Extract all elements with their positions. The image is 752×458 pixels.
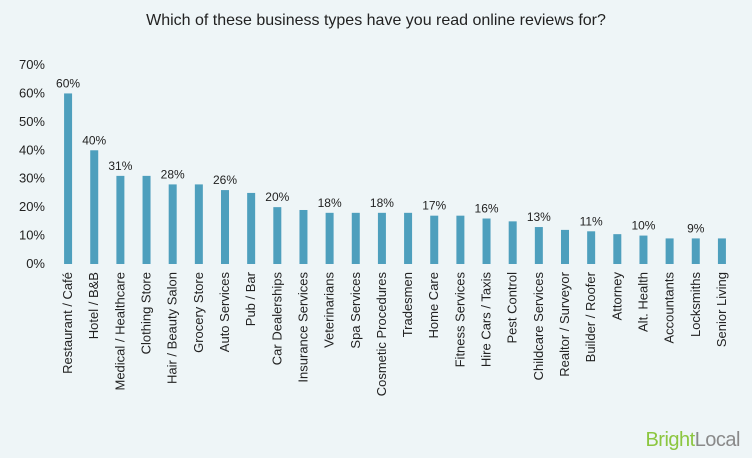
- bar: [534, 227, 543, 264]
- y-tick-label: 20%: [19, 199, 45, 214]
- x-category-label: Car Dealerships: [269, 272, 284, 366]
- x-category-label: Veterinarians: [322, 272, 337, 348]
- x-category-label: Pub / Bar: [243, 271, 258, 326]
- bar: [90, 150, 99, 264]
- bar: [430, 215, 439, 264]
- x-category-label: Insurance Services: [295, 272, 310, 383]
- data-label: 26%: [213, 173, 237, 187]
- bar: [273, 207, 282, 264]
- brightlocal-logo: BrightLocal: [645, 429, 740, 452]
- x-category-label: Clothing Store: [139, 272, 154, 354]
- y-tick-label: 10%: [19, 228, 45, 243]
- data-label: 18%: [370, 196, 394, 210]
- x-category-label: Senior Living: [714, 272, 729, 347]
- x-category-label: Cosmetic Procedures: [374, 272, 389, 397]
- data-label: 17%: [422, 199, 446, 213]
- x-category-label: Childcare Services: [531, 272, 546, 381]
- data-label: 16%: [475, 202, 499, 216]
- data-label: 10%: [631, 219, 655, 233]
- x-category-label: Grocery Store: [191, 272, 206, 353]
- x-category-label: Accountants: [662, 272, 677, 344]
- bar: [247, 192, 256, 264]
- x-category-label: Locksmiths: [688, 272, 703, 338]
- bar: [665, 238, 674, 264]
- bar: [221, 190, 229, 264]
- data-label: 28%: [161, 167, 185, 181]
- y-tick-label: 0%: [26, 256, 45, 271]
- x-category-label: Auto Services: [217, 272, 232, 353]
- bar: [561, 229, 569, 264]
- bar: [404, 212, 413, 264]
- chart-title: Which of these business types have you r…: [146, 12, 606, 29]
- bar: [168, 184, 177, 264]
- bar: [508, 221, 517, 264]
- bar: [482, 218, 491, 264]
- y-tick-label: 40%: [19, 142, 45, 157]
- x-category-label: Builder / Roofer: [583, 271, 598, 362]
- data-label: 20%: [265, 190, 289, 204]
- x-category-label: Fitness Services: [452, 272, 467, 368]
- y-tick-label: 50%: [19, 114, 45, 129]
- bar: [116, 175, 125, 264]
- x-category-label: Attorney: [609, 272, 624, 321]
- data-label: 40%: [82, 133, 106, 147]
- bar: [691, 238, 700, 264]
- x-category-label: Hair / Beauty Salon: [165, 272, 180, 384]
- data-label: 13%: [527, 210, 551, 224]
- x-category-label: Medical / Healthcare: [112, 272, 127, 391]
- x-category-label: Hire Cars / Taxis: [479, 272, 494, 368]
- logo-text-local: Local: [694, 429, 741, 451]
- bar: [142, 175, 151, 264]
- y-tick-label: 30%: [19, 171, 45, 186]
- data-label: 9%: [687, 221, 705, 235]
- x-category-label: Hotel / B&B: [86, 272, 101, 339]
- x-category-label: Realtor / Surveyor: [557, 271, 572, 376]
- data-label: 60%: [56, 76, 80, 90]
- bar: [325, 212, 334, 264]
- logo-text-bright: Bright: [645, 429, 695, 451]
- data-label: 18%: [318, 196, 342, 210]
- bar: [456, 215, 465, 264]
- bar: [64, 93, 73, 264]
- x-category-label: Pest Control: [505, 272, 520, 344]
- data-label: 11%: [580, 214, 603, 228]
- y-tick-label: 60%: [19, 85, 45, 100]
- bar: [587, 231, 596, 264]
- bar: [194, 184, 203, 264]
- bar: [299, 209, 308, 264]
- bar: [377, 212, 386, 264]
- x-category-label: Alt. Health: [635, 272, 650, 332]
- bar: [613, 234, 622, 264]
- data-label: 31%: [108, 159, 132, 173]
- y-tick-label: 70%: [19, 57, 45, 72]
- bar: [639, 235, 648, 264]
- bar: [717, 238, 726, 264]
- bar: [351, 212, 360, 264]
- x-category-label: Home Care: [426, 272, 441, 338]
- x-category-label: Spa Services: [348, 272, 363, 349]
- x-category-label: Tradesmen: [400, 272, 415, 337]
- x-category-label: Restaurant / Café: [60, 272, 75, 374]
